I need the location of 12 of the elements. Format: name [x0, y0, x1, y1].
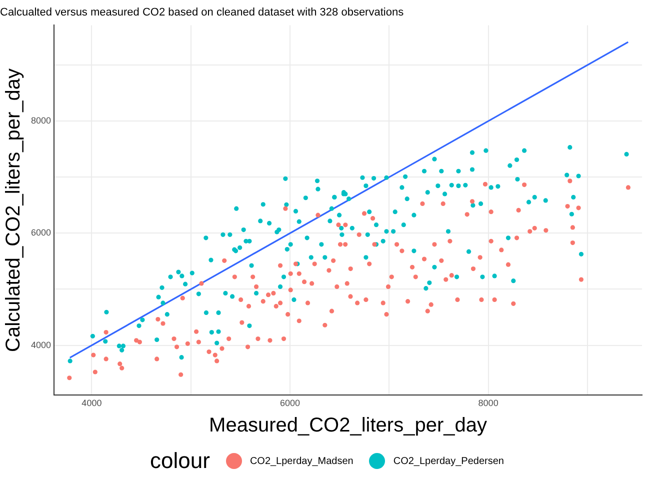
x-tick-label: 6000: [280, 398, 300, 408]
x-tick-label: 8000: [478, 398, 498, 408]
y-tick-label: 6000: [30, 228, 52, 238]
chart-title: Calcualted versus measured CO2 based on cleaned dataset with 328 observations: [0, 6, 404, 19]
x-axis-title: Measured_CO2_liters_per_day: [209, 414, 487, 437]
x-tick-label: 4000: [82, 398, 102, 408]
y-tick-label: 8000: [30, 116, 52, 126]
y-axis-title: Calculated_CO2_liters_per_day: [2, 68, 25, 352]
y-tick-label: 4000: [30, 340, 52, 350]
legend-label: CO2_Lperday_Madsen: [250, 456, 354, 466]
legend-title: colour: [150, 448, 210, 474]
legend-label: CO2_Lperday_Pedersen: [393, 456, 504, 466]
